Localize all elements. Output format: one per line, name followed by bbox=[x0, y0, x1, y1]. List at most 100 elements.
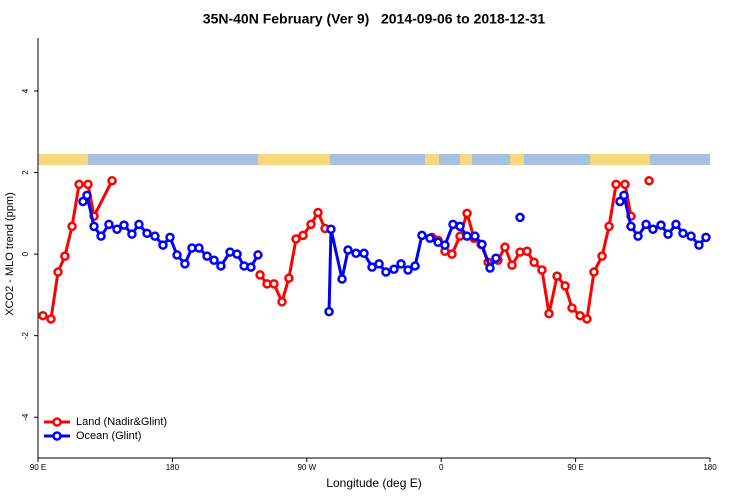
chart-title: 35N-40N February (Ver 9) 2014-09-06 to 2… bbox=[203, 11, 546, 27]
data-point bbox=[694, 240, 704, 250]
data-point bbox=[127, 229, 137, 239]
data-point bbox=[678, 228, 688, 239]
data-point bbox=[389, 264, 399, 274]
y-tick-label: 2 bbox=[21, 170, 30, 175]
data-point bbox=[544, 308, 554, 319]
data-point bbox=[396, 259, 406, 269]
data-point bbox=[313, 207, 323, 218]
data-point bbox=[96, 231, 106, 241]
data-point bbox=[381, 267, 391, 277]
data-point bbox=[560, 281, 570, 291]
data-point bbox=[641, 219, 651, 230]
data-point bbox=[107, 175, 117, 186]
data-point bbox=[142, 228, 152, 239]
data-point bbox=[500, 242, 510, 252]
data-point bbox=[150, 231, 160, 241]
data-point bbox=[656, 220, 666, 230]
legend: Land (Nadir&Glint) Ocean (Glint) bbox=[44, 416, 167, 442]
x-tick-label: 180 bbox=[703, 463, 717, 472]
data-point bbox=[552, 271, 562, 281]
data-point bbox=[619, 190, 629, 201]
data-point bbox=[46, 314, 56, 324]
data-point bbox=[326, 224, 336, 234]
data-point bbox=[291, 234, 301, 244]
data-point bbox=[470, 231, 480, 241]
x-tick-label: 90 E bbox=[30, 463, 46, 472]
data-point bbox=[686, 231, 696, 241]
data-point bbox=[701, 232, 711, 243]
data-point bbox=[626, 221, 636, 232]
data-point bbox=[324, 306, 334, 317]
data-point bbox=[611, 179, 621, 190]
data-point bbox=[597, 251, 607, 261]
data-point bbox=[60, 251, 70, 261]
data-point bbox=[462, 208, 472, 219]
data-point bbox=[284, 273, 294, 283]
legend-marker bbox=[52, 431, 62, 441]
data-point bbox=[491, 253, 501, 263]
y-tick-label: 4 bbox=[21, 88, 30, 93]
data-point bbox=[633, 231, 643, 241]
data-point bbox=[567, 303, 577, 313]
y-tick-label: -4 bbox=[21, 413, 30, 421]
data-point bbox=[298, 230, 308, 241]
y-tick-label: -2 bbox=[21, 332, 30, 340]
data-point bbox=[447, 249, 457, 259]
data-point bbox=[306, 219, 316, 230]
data-point bbox=[158, 240, 168, 250]
data-point bbox=[53, 267, 63, 277]
data-point bbox=[83, 179, 93, 190]
data-point bbox=[38, 310, 48, 321]
data-point bbox=[253, 250, 263, 260]
data-point bbox=[246, 262, 256, 272]
data-point bbox=[522, 246, 532, 257]
data-point bbox=[367, 262, 377, 272]
data-point bbox=[209, 255, 219, 265]
land-ocean-strip bbox=[38, 154, 710, 165]
data-point bbox=[119, 220, 129, 230]
data-point bbox=[255, 270, 265, 280]
data-point bbox=[615, 196, 625, 207]
data-point bbox=[277, 297, 287, 307]
data-point bbox=[104, 219, 114, 230]
legend-label: Land (Nadir&Glint) bbox=[76, 416, 167, 428]
data-point bbox=[78, 196, 88, 207]
data-point bbox=[403, 265, 413, 275]
data-point bbox=[440, 240, 450, 250]
data-point bbox=[359, 248, 369, 259]
data-point bbox=[165, 232, 175, 243]
data-point bbox=[515, 212, 525, 223]
data-point bbox=[180, 259, 190, 269]
data-point bbox=[537, 265, 547, 275]
x-tick-label: 90 W bbox=[297, 463, 316, 472]
data-point bbox=[529, 257, 539, 268]
data-point bbox=[67, 221, 77, 232]
data-point bbox=[374, 259, 384, 269]
data-point bbox=[269, 279, 279, 289]
data-point bbox=[462, 231, 472, 241]
data-point bbox=[604, 221, 614, 232]
data-point bbox=[343, 245, 353, 255]
data-point bbox=[589, 267, 599, 277]
data-point bbox=[89, 221, 99, 232]
data-point bbox=[202, 251, 212, 261]
data-point bbox=[477, 239, 487, 250]
data-point bbox=[232, 249, 242, 259]
data-point bbox=[671, 219, 681, 230]
data-point bbox=[620, 179, 630, 190]
data-point bbox=[194, 243, 204, 253]
y-axis-label: XCO2 - MLO trend (ppm) bbox=[4, 192, 16, 315]
data-point bbox=[425, 233, 435, 243]
data-point bbox=[582, 314, 592, 324]
legend-marker bbox=[52, 417, 62, 427]
data-point bbox=[644, 175, 654, 186]
x-axis-label: Longitude (deg E) bbox=[326, 476, 421, 490]
data-point bbox=[216, 261, 226, 271]
y-tick-label: 0 bbox=[21, 251, 30, 256]
x-tick-label: 0 bbox=[439, 463, 444, 472]
x-tick-label: 180 bbox=[166, 463, 180, 472]
data-point bbox=[507, 260, 517, 270]
data-point bbox=[74, 179, 84, 190]
data-point bbox=[648, 224, 658, 234]
